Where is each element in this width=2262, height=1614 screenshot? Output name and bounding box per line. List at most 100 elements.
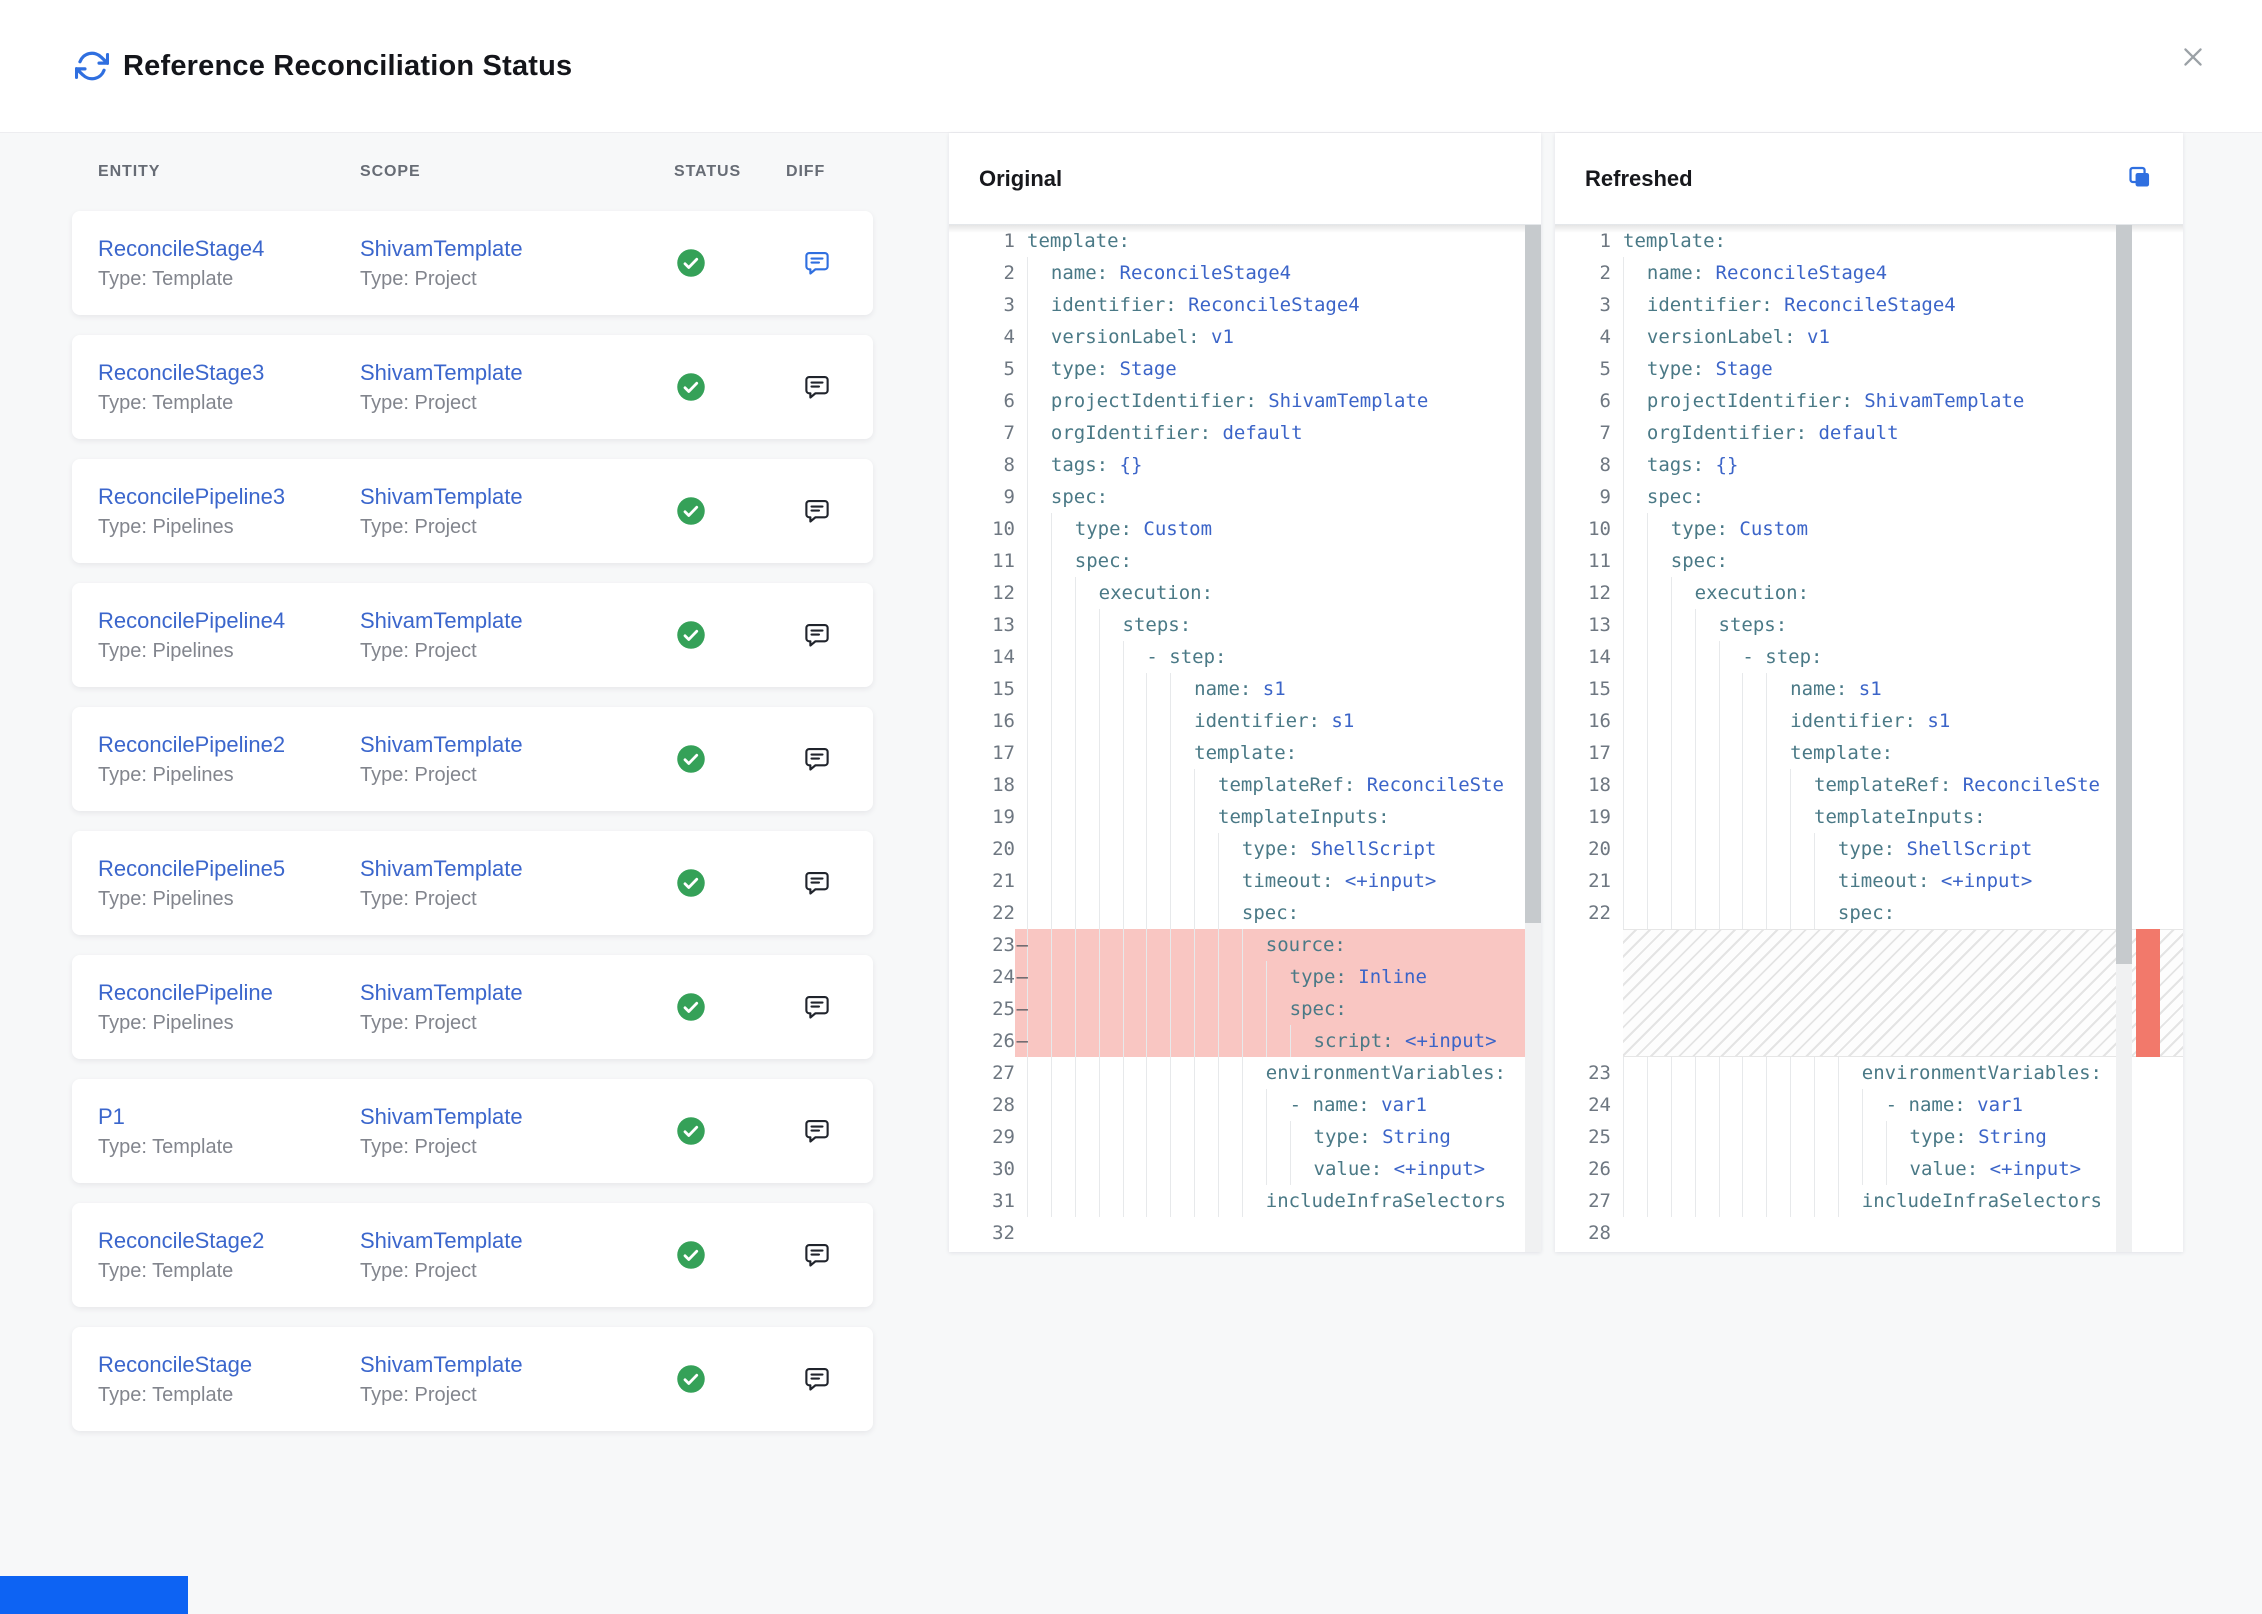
scope-type-label: Type: Project [360,1135,477,1158]
code-token: default [1807,422,1899,444]
indent-guide [1098,1121,1123,1153]
code-token: timeout: [1837,870,1930,892]
diff-button[interactable] [802,992,832,1022]
entity-link[interactable]: ReconcileStage2 [98,1227,265,1253]
scrollbar-thumb[interactable] [1525,225,1541,924]
indent-guide [1814,865,1838,897]
indent-guide [1670,705,1695,737]
indent-guide [1670,673,1695,705]
table-row: P1 Type: Template ShivamTemplate Type: P… [72,1079,873,1183]
diff-button[interactable] [802,1240,832,1270]
indent-guide [1074,865,1099,897]
entity-link[interactable]: ReconcileStage4 [98,235,265,261]
indent-guide [1814,1057,1838,1089]
status-success-icon [677,745,705,773]
code-token: templateInputs: [1218,806,1390,828]
diff-button[interactable] [802,868,832,898]
scope-link[interactable]: ShivamTemplate [360,1227,523,1253]
line-number: 15– [1588,678,1611,700]
diff-button[interactable] [802,248,832,278]
entity-link[interactable]: ReconcileStage3 [98,359,265,385]
scope-link[interactable]: ShivamTemplate [360,359,523,385]
scrollbar-thumb[interactable] [2116,225,2132,965]
entity-type-label: Type: Pipelines [98,887,234,910]
close-button[interactable] [2176,40,2210,77]
entity-cell: ReconcileStage3 Type: Template [98,360,360,415]
code-line: 4– versionLabel: v1 [1555,321,2183,353]
indent-guide [1623,865,1647,897]
code-line: 6– projectIdentifier: ShivamTemplate [949,385,1541,417]
indent-guide [1074,1121,1099,1153]
diff-button[interactable] [802,620,832,650]
copy-button[interactable] [2126,164,2153,194]
line-number: 9– [1599,486,1611,508]
indent-guide [1146,737,1170,769]
code-token: templateRef: [1814,774,1952,796]
code-line: 28– [1555,1217,2183,1249]
refreshed-vertical-scrollbar[interactable] [2116,225,2132,1252]
indent-guide [1718,1185,1743,1217]
indent-guide [1623,1121,1647,1153]
entity-link[interactable]: ReconcilePipeline4 [98,607,286,633]
code-token: type: [1241,838,1300,860]
code-token: versionLabel: [1050,326,1200,348]
indent-guide [1623,1153,1647,1185]
indent-guide [1814,833,1838,865]
diff-button[interactable] [802,744,832,774]
code-token: Stage [1108,358,1177,380]
code-line: 8– tags: {} [949,449,1541,481]
scope-type-label: Type: Project [360,639,477,662]
indent-guide [1074,1025,1099,1057]
indent-guide [1694,705,1719,737]
scope-link[interactable]: ShivamTemplate [360,855,523,881]
indent-guide [1837,1089,1862,1121]
code-content: orgIdentifier: default [1611,417,2183,449]
indent-guide [1122,737,1147,769]
entity-link[interactable]: ReconcilePipeline3 [98,483,286,509]
indent-guide [1623,673,1647,705]
code-content: type: Inline [1015,961,1541,993]
diff-button[interactable] [802,372,832,402]
code-content: timeout: <+input> [1611,865,2183,897]
line-number: 11– [1588,550,1611,572]
indent-guide [1241,1185,1266,1217]
scope-link[interactable]: ShivamTemplate [360,483,523,509]
entity-link[interactable]: P1 [98,1103,125,1129]
original-vertical-scrollbar[interactable] [1525,225,1541,1252]
entity-link[interactable]: ReconcilePipeline2 [98,731,286,757]
indent-guide [1289,1153,1314,1185]
indent-guide [1050,1025,1075,1057]
indent-guide [1170,737,1194,769]
status-cell [676,1116,786,1146]
line-number: 32– [992,1222,1015,1244]
code-line: 17– template: [1555,737,2183,769]
close-icon [2180,48,2206,73]
scope-link[interactable]: ShivamTemplate [360,1351,523,1377]
entity-link[interactable]: ReconcilePipeline [98,979,273,1005]
indent-guide [1623,609,1647,641]
indent-guide [1050,513,1075,545]
code-token: steps: [1718,614,1788,636]
diff-note-icon [805,375,829,399]
diff-button[interactable] [802,496,832,526]
scope-link[interactable]: ShivamTemplate [360,731,523,757]
indent-guide [1098,1089,1123,1121]
diff-button[interactable] [802,1364,832,1394]
scope-link[interactable]: ShivamTemplate [360,235,523,261]
refreshed-code-editor[interactable]: 1– template: 2– name: ReconcileStage4 3–… [1555,225,2183,1252]
original-code-editor[interactable]: 1– template: 2– name: ReconcileStage4 3–… [949,225,1541,1252]
entity-link[interactable]: ReconcilePipeline5 [98,855,286,881]
indent-guide [1623,545,1647,577]
code-token: var1 [1369,1094,1427,1116]
scope-link[interactable]: ShivamTemplate [360,979,523,1005]
scope-link[interactable]: ShivamTemplate [360,607,523,633]
indent-guide [1265,961,1290,993]
entity-link[interactable]: ReconcileStage [98,1351,253,1377]
indent-guide [1218,1057,1242,1089]
diff-button[interactable] [802,1116,832,1146]
indent-guide [1694,641,1719,673]
line-number: 9– [1003,486,1015,508]
indent-guide [1027,801,1051,833]
bottom-left-blue-bar[interactable] [0,1576,188,1614]
scope-link[interactable]: ShivamTemplate [360,1103,523,1129]
